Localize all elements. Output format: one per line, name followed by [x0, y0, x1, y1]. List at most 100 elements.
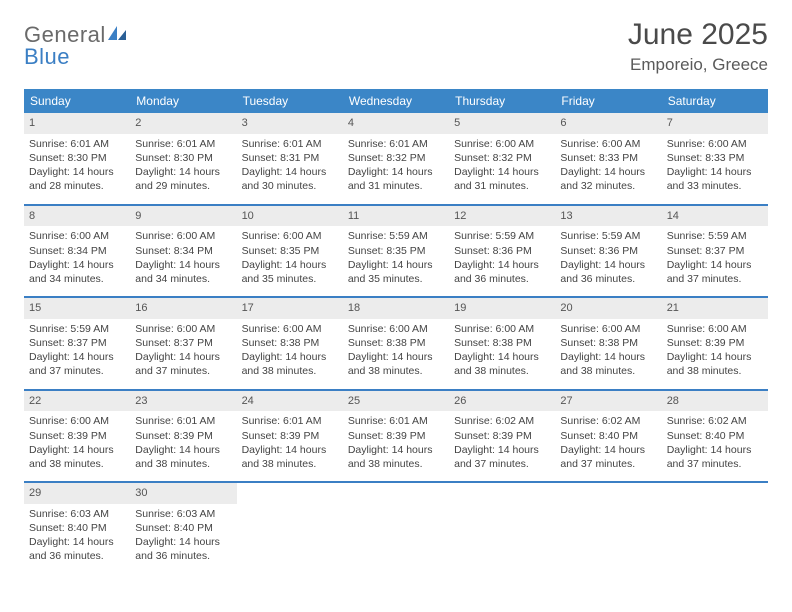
sunset-text: Sunset: 8:38 PM: [242, 336, 338, 350]
day-number: 16: [130, 298, 236, 319]
daylight-text: and 37 minutes.: [29, 364, 125, 378]
sunrise-text: Sunrise: 5:59 AM: [454, 229, 550, 243]
daylight-text: and 32 minutes.: [560, 179, 656, 193]
day-body: Sunrise: 6:00 AMSunset: 8:38 PMDaylight:…: [237, 319, 343, 389]
sunrise-text: Sunrise: 6:00 AM: [29, 414, 125, 428]
daylight-text: and 31 minutes.: [454, 179, 550, 193]
day-number: 28: [662, 391, 768, 412]
sunset-text: Sunset: 8:36 PM: [454, 244, 550, 258]
day-cell: 23Sunrise: 6:01 AMSunset: 8:39 PMDayligh…: [130, 391, 236, 482]
day-body: Sunrise: 6:01 AMSunset: 8:30 PMDaylight:…: [130, 134, 236, 204]
daylight-text: and 30 minutes.: [242, 179, 338, 193]
day-number: 21: [662, 298, 768, 319]
daylight-text: Daylight: 14 hours: [560, 165, 656, 179]
week-row: 15Sunrise: 5:59 AMSunset: 8:37 PMDayligh…: [24, 296, 768, 389]
sunset-text: Sunset: 8:39 PM: [348, 429, 444, 443]
sunset-text: Sunset: 8:38 PM: [348, 336, 444, 350]
day-number: 19: [449, 298, 555, 319]
day-cell: 21Sunrise: 6:00 AMSunset: 8:39 PMDayligh…: [662, 298, 768, 389]
day-number: 27: [555, 391, 661, 412]
day-number: 4: [343, 113, 449, 134]
day-cell: 6Sunrise: 6:00 AMSunset: 8:33 PMDaylight…: [555, 113, 661, 204]
daylight-text: and 28 minutes.: [29, 179, 125, 193]
day-number: 25: [343, 391, 449, 412]
sunset-text: Sunset: 8:35 PM: [242, 244, 338, 258]
sunset-text: Sunset: 8:33 PM: [667, 151, 763, 165]
day-cell: 12Sunrise: 5:59 AMSunset: 8:36 PMDayligh…: [449, 206, 555, 297]
day-body: Sunrise: 6:00 AMSunset: 8:35 PMDaylight:…: [237, 226, 343, 296]
daylight-text: Daylight: 14 hours: [29, 258, 125, 272]
brand-word-a: General: [24, 24, 106, 46]
sunrise-text: Sunrise: 6:02 AM: [560, 414, 656, 428]
sunrise-text: Sunrise: 6:00 AM: [667, 322, 763, 336]
daylight-text: Daylight: 14 hours: [135, 165, 231, 179]
sunset-text: Sunset: 8:38 PM: [454, 336, 550, 350]
day-body: Sunrise: 6:01 AMSunset: 8:39 PMDaylight:…: [343, 411, 449, 481]
daylight-text: and 38 minutes.: [242, 364, 338, 378]
daylight-text: Daylight: 14 hours: [135, 258, 231, 272]
day-cell: 4Sunrise: 6:01 AMSunset: 8:32 PMDaylight…: [343, 113, 449, 204]
daylight-text: Daylight: 14 hours: [667, 443, 763, 457]
day-body: Sunrise: 6:00 AMSunset: 8:34 PMDaylight:…: [130, 226, 236, 296]
day-body: Sunrise: 6:00 AMSunset: 8:33 PMDaylight:…: [662, 134, 768, 204]
calendar: Sunday Monday Tuesday Wednesday Thursday…: [24, 89, 768, 574]
week-row: 1Sunrise: 6:01 AMSunset: 8:30 PMDaylight…: [24, 113, 768, 204]
day-body: Sunrise: 6:01 AMSunset: 8:30 PMDaylight:…: [24, 134, 130, 204]
day-cell: 28Sunrise: 6:02 AMSunset: 8:40 PMDayligh…: [662, 391, 768, 482]
daylight-text: and 37 minutes.: [667, 272, 763, 286]
daylight-text: and 38 minutes.: [348, 457, 444, 471]
sunrise-text: Sunrise: 5:59 AM: [667, 229, 763, 243]
daylight-text: and 38 minutes.: [29, 457, 125, 471]
daylight-text: Daylight: 14 hours: [29, 350, 125, 364]
day-cell: 29Sunrise: 6:03 AMSunset: 8:40 PMDayligh…: [24, 483, 130, 574]
day-cell: 26Sunrise: 6:02 AMSunset: 8:39 PMDayligh…: [449, 391, 555, 482]
daylight-text: and 38 minutes.: [560, 364, 656, 378]
daylight-text: and 38 minutes.: [454, 364, 550, 378]
dow-header: Wednesday: [343, 89, 449, 113]
header: General Blue June 2025 Emporeio, Greece: [24, 18, 768, 75]
sunrise-text: Sunrise: 6:03 AM: [29, 507, 125, 521]
page-title: June 2025: [628, 18, 768, 51]
daylight-text: Daylight: 14 hours: [29, 535, 125, 549]
sunrise-text: Sunrise: 6:01 AM: [348, 414, 444, 428]
day-number: 26: [449, 391, 555, 412]
sunrise-text: Sunrise: 6:01 AM: [348, 137, 444, 151]
daylight-text: Daylight: 14 hours: [667, 165, 763, 179]
day-body: Sunrise: 6:02 AMSunset: 8:40 PMDaylight:…: [555, 411, 661, 481]
sunset-text: Sunset: 8:32 PM: [454, 151, 550, 165]
sunrise-text: Sunrise: 6:00 AM: [667, 137, 763, 151]
day-cell: 25Sunrise: 6:01 AMSunset: 8:39 PMDayligh…: [343, 391, 449, 482]
sunrise-text: Sunrise: 5:59 AM: [560, 229, 656, 243]
day-number: 11: [343, 206, 449, 227]
day-cell: 18Sunrise: 6:00 AMSunset: 8:38 PMDayligh…: [343, 298, 449, 389]
day-number: 15: [24, 298, 130, 319]
dow-header: Tuesday: [237, 89, 343, 113]
daylight-text: Daylight: 14 hours: [560, 350, 656, 364]
daylight-text: Daylight: 14 hours: [348, 258, 444, 272]
daylight-text: and 35 minutes.: [348, 272, 444, 286]
day-body: Sunrise: 6:00 AMSunset: 8:34 PMDaylight:…: [24, 226, 130, 296]
day-cell: 13Sunrise: 5:59 AMSunset: 8:36 PMDayligh…: [555, 206, 661, 297]
daylight-text: Daylight: 14 hours: [29, 443, 125, 457]
day-number: 5: [449, 113, 555, 134]
dow-header: Saturday: [662, 89, 768, 113]
sunrise-text: Sunrise: 5:59 AM: [29, 322, 125, 336]
sunrise-text: Sunrise: 6:01 AM: [135, 137, 231, 151]
sunrise-text: Sunrise: 6:01 AM: [135, 414, 231, 428]
day-number: 30: [130, 483, 236, 504]
day-cell: 10Sunrise: 6:00 AMSunset: 8:35 PMDayligh…: [237, 206, 343, 297]
day-number: 12: [449, 206, 555, 227]
sunrise-text: Sunrise: 6:00 AM: [242, 229, 338, 243]
sunrise-text: Sunrise: 6:02 AM: [667, 414, 763, 428]
daylight-text: and 38 minutes.: [242, 457, 338, 471]
day-body: Sunrise: 6:00 AMSunset: 8:39 PMDaylight:…: [24, 411, 130, 481]
dow-header-row: Sunday Monday Tuesday Wednesday Thursday…: [24, 89, 768, 113]
day-cell: 9Sunrise: 6:00 AMSunset: 8:34 PMDaylight…: [130, 206, 236, 297]
day-body: Sunrise: 5:59 AMSunset: 8:36 PMDaylight:…: [449, 226, 555, 296]
day-cell: 1Sunrise: 6:01 AMSunset: 8:30 PMDaylight…: [24, 113, 130, 204]
dow-header: Friday: [555, 89, 661, 113]
daylight-text: Daylight: 14 hours: [135, 443, 231, 457]
sunset-text: Sunset: 8:32 PM: [348, 151, 444, 165]
title-block: June 2025 Emporeio, Greece: [628, 18, 768, 75]
day-number: 23: [130, 391, 236, 412]
